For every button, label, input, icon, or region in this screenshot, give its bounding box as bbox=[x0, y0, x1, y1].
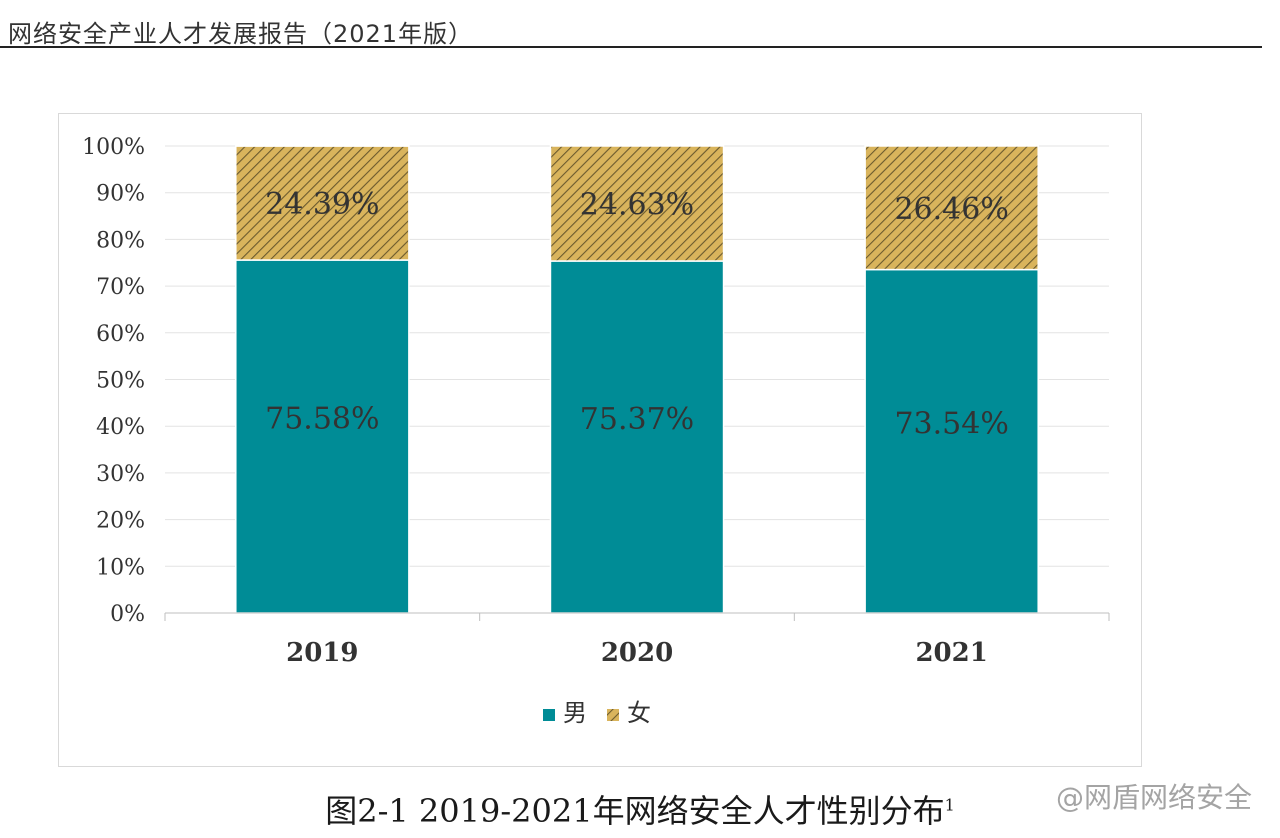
legend-swatch-female bbox=[607, 709, 619, 721]
y-tick-label: 60% bbox=[96, 322, 145, 347]
y-tick-label: 20% bbox=[96, 509, 145, 534]
data-label: 24.63% bbox=[580, 188, 694, 223]
legend-label-male: 男 bbox=[563, 699, 587, 727]
caption-footnote: 1 bbox=[944, 795, 955, 815]
data-label: 75.58% bbox=[265, 402, 379, 437]
legend-label-female: 女 bbox=[627, 699, 651, 727]
bar-male-2021 bbox=[864, 268, 1039, 614]
y-tick-label: 0% bbox=[110, 602, 145, 627]
data-label: 26.46% bbox=[894, 192, 1008, 227]
report-header: 网络安全产业人才发展报告（2021年版） bbox=[8, 20, 474, 48]
gender-stacked-bar-chart: 0% 10% 20% 30% 40% 50% 60% 70% 80% 90% 100% 2019 202… bbox=[82, 135, 1110, 727]
x-tick-label: 2021 bbox=[915, 638, 987, 668]
bar-female-2020 bbox=[549, 145, 725, 262]
caption-text: 图2-1 2019-2021年网络安全人才性别分布 bbox=[325, 792, 945, 830]
x-tick-label: 2019 bbox=[286, 638, 358, 668]
data-label: 24.39% bbox=[265, 187, 379, 222]
x-tick-label: 2020 bbox=[601, 638, 673, 668]
bar-female-2019 bbox=[235, 145, 410, 261]
header-rule bbox=[0, 46, 1262, 48]
bar-female-2021 bbox=[864, 145, 1039, 271]
legend-swatch-male bbox=[543, 709, 555, 721]
y-tick-label: 40% bbox=[96, 415, 145, 440]
y-tick-label: 80% bbox=[96, 228, 145, 253]
figure-caption: 图2-1 2019-2021年网络安全人才性别分布1 bbox=[0, 786, 1280, 832]
data-label: 75.37% bbox=[580, 402, 694, 437]
y-tick-label: 70% bbox=[96, 275, 145, 300]
y-tick-label: 100% bbox=[82, 135, 145, 160]
y-tick-label: 10% bbox=[96, 555, 145, 580]
y-tick-label: 90% bbox=[96, 182, 145, 207]
data-label: 73.54% bbox=[894, 406, 1008, 441]
chart-frame: 0% 10% 20% 30% 40% 50% 60% 70% 80% 90% 100% 2019 202… bbox=[58, 113, 1142, 767]
y-tick-label: 50% bbox=[96, 369, 145, 394]
watermark: @网盾网络安全 bbox=[1055, 781, 1252, 814]
y-tick-label: 30% bbox=[96, 462, 145, 487]
